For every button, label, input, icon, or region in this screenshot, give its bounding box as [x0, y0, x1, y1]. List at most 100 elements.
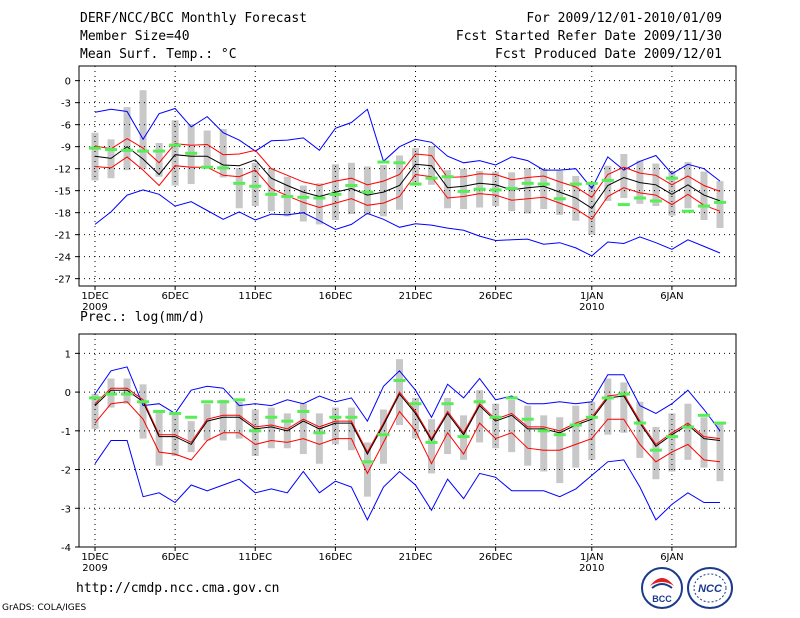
- temperature-spread-box: [716, 181, 724, 229]
- temperature-spread-box: [508, 172, 516, 212]
- variable-label: Mean Surf. Temp.: °C: [80, 47, 237, 62]
- temperature-observation-marker: [505, 186, 518, 190]
- precipitation-ytick-label: -1: [61, 427, 71, 438]
- precipitation-observation-marker: [425, 440, 438, 444]
- temperature-spread-box: [299, 185, 307, 222]
- figure-title: DERF/NCC/BCC Monthly Forecast: [80, 11, 307, 26]
- precipitation-spread-box: [123, 378, 131, 404]
- precipitation-spread-box: [331, 407, 339, 445]
- precipitation-spread-box: [299, 403, 307, 455]
- precipitation-xtick-year: 2009: [82, 563, 107, 574]
- temperature-observation-marker: [89, 146, 101, 150]
- temperature-observation-marker: [489, 188, 502, 192]
- temperature-observation-marker: [313, 196, 326, 200]
- ncc-logo-text: NCC: [698, 583, 723, 595]
- precipitation-observation-marker: [297, 409, 310, 413]
- temperature-spread-box: [604, 165, 612, 201]
- precipitation-observation-marker: [201, 400, 214, 404]
- precipitation-spread-box: [540, 415, 548, 472]
- precipitation-observation-marker: [105, 392, 118, 396]
- bcc-logo-text: BCC: [652, 594, 672, 604]
- temperature-spread-box: [444, 170, 452, 209]
- precipitation-spread-box: [379, 409, 387, 464]
- temperature-observation-marker: [265, 192, 278, 196]
- produced-date: Fcst Produced Date 2009/12/01: [495, 47, 722, 62]
- precipitation-spread-box: [668, 413, 676, 472]
- precipitation-observation-marker: [281, 419, 294, 423]
- footer-url[interactable]: http://cmdp.ncc.cma.gov.cn: [76, 581, 280, 596]
- precipitation-spread-box: [508, 399, 516, 453]
- precipitation-observation-marker: [233, 398, 246, 402]
- temperature-observation-marker: [425, 176, 438, 180]
- temperature-spread-box: [219, 129, 227, 178]
- temperature-observation-marker: [633, 196, 646, 200]
- temperature-observation-marker: [105, 148, 118, 152]
- temperature-frame: [78, 65, 737, 287]
- precipitation-observation-marker: [617, 392, 630, 396]
- ncc-logo: NCC: [687, 567, 733, 609]
- temperature-xtick-label: 11DEC: [238, 291, 272, 302]
- temperature-spread-box: [556, 170, 564, 215]
- temperature-ytick-label: -12: [55, 165, 71, 176]
- precipitation-xtick-label: 1JAN: [580, 552, 603, 563]
- precipitation-observation-marker: [537, 429, 550, 433]
- precipitation-spread-box: [444, 397, 452, 455]
- temperature-xtick-year: 2009: [82, 302, 107, 313]
- forecast-period: For 2009/12/01-2010/01/09: [526, 11, 722, 26]
- refer-date: Fcst Started Refer Date 2009/11/30: [455, 29, 722, 44]
- precipitation-xtick-label: 6JAN: [660, 552, 683, 563]
- temperature-spread-box: [155, 143, 163, 177]
- precipitation-observation-marker: [633, 421, 646, 425]
- temperature-observation-marker: [345, 184, 358, 188]
- temperature-spread-box: [668, 170, 676, 216]
- precipitation-spread-box: [492, 403, 500, 449]
- precipitation-spread-box: [476, 390, 484, 443]
- precipitation-spread-box: [347, 407, 355, 451]
- precipitation-observation-marker: [329, 415, 342, 419]
- temperature-xtick-label: 21DEC: [399, 291, 433, 302]
- temperature-observation-marker: [441, 175, 454, 179]
- precipitation-ensemble-min-line: [94, 440, 720, 522]
- temperature-xtick-label: 6JAN: [660, 291, 683, 302]
- precipitation-observation-marker: [89, 396, 101, 400]
- temperature-spread-box: [235, 167, 243, 209]
- precipitation-observation-marker: [361, 460, 374, 464]
- temperature-observation-marker: [473, 187, 486, 191]
- precipitation-observation-marker: [393, 378, 406, 382]
- precipitation-xtick-label: 26DEC: [479, 552, 513, 563]
- temperature-spread-box: [379, 165, 387, 217]
- temperature-observation-marker: [617, 203, 630, 207]
- temperature-spread-box: [315, 183, 323, 225]
- precipitation-observation-marker: [153, 409, 166, 413]
- precipitation-spread-box: [139, 384, 147, 439]
- temperature-observation-marker: [665, 176, 678, 180]
- precipitation-observation-marker: [185, 415, 198, 419]
- temperature-observation-marker: [537, 182, 550, 186]
- precipitation-observation-marker: [217, 400, 230, 404]
- temperature-ytick-label: -15: [55, 187, 71, 198]
- temperature-observation-marker: [233, 181, 246, 185]
- precipitation-observation-marker: [137, 400, 150, 404]
- precipitation-xtick-label: 16DEC: [319, 552, 353, 563]
- temperature-ytick-label: -24: [55, 253, 71, 264]
- precipitation-spread-box: [155, 411, 163, 466]
- precipitation-observation-marker: [553, 433, 566, 437]
- temperature-observation-marker: [601, 178, 614, 182]
- temperature-xtick-label: 1DEC: [81, 291, 108, 302]
- precipitation-observation-marker: [697, 413, 710, 417]
- precipitation-spread-box: [684, 403, 692, 460]
- precipitation-xtick-label: 1DEC: [81, 552, 108, 563]
- precipitation-ytick-label: 0: [65, 388, 71, 399]
- precipitation-spread-box: [620, 382, 628, 433]
- temperature-observation-marker: [681, 209, 694, 213]
- temperature-ytick-label: -9: [61, 143, 71, 154]
- precip-title: Prec.: log(mm/d): [80, 310, 206, 325]
- precipitation-observation-marker: [601, 396, 614, 400]
- precipitation-observation-marker: [473, 400, 486, 404]
- temperature-spread-box: [620, 154, 628, 198]
- temperature-observation-marker: [329, 192, 342, 196]
- precipitation-spread-box: [267, 407, 275, 449]
